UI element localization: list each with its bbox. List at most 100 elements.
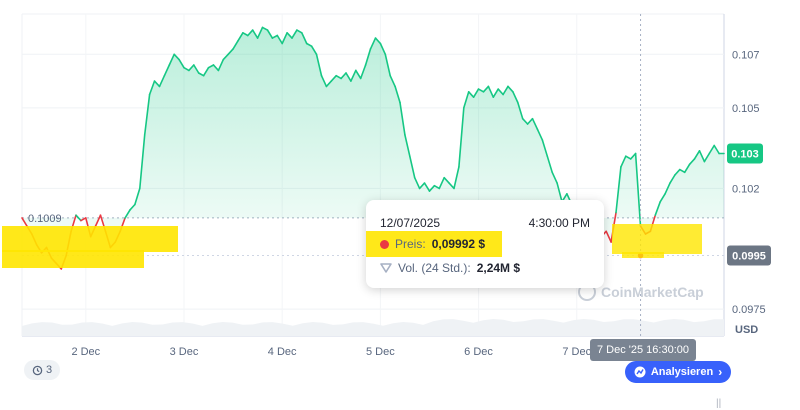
price-segment-down [94,214,102,227]
price-segment-up [148,80,156,96]
price-segment-up [217,58,225,72]
y-tick-label: 0.105 [732,103,760,115]
price-segment-up [629,152,637,160]
price-segment-up [129,203,136,211]
price-segment-up [448,182,455,190]
price-segment-up [330,74,338,82]
price-segment-up [418,182,426,190]
highlight-right-lower [622,252,664,258]
price-segment-up [497,88,504,96]
price-segment-up [615,166,622,214]
price-segment-up [678,168,686,174]
price-segment-up [556,182,563,203]
price-segment-up [291,29,298,39]
price-segment-up [300,31,308,45]
y-tick-label: 0.102 [732,183,760,195]
price-segment-up [467,91,475,98]
price-segment-up [526,117,534,125]
price-segment-up [75,214,82,222]
highlight-left [2,226,178,252]
history-button[interactable]: 3 [24,360,60,380]
tooltip-volume-value: 2,24M $ [476,261,521,275]
history-count: 3 [45,364,53,376]
price-segment-up [276,34,284,45]
price-segment-up [502,85,509,96]
price-segment-up [305,42,313,48]
x-tick-label: 5 Dec [366,346,395,358]
tooltip-volume-row: Vol. (24 Std.): 2,24M $ [380,261,520,275]
price-segment-up [674,168,681,176]
price-segment-up [703,152,711,163]
price-segment-up [669,174,676,184]
volume-shape [22,319,724,336]
price-segment-up [340,72,347,80]
price-segment-up [188,64,195,72]
price-segment-up [134,187,141,206]
price-segment-up [654,201,662,216]
highlight-right [612,224,702,254]
price-segment-up [624,155,632,160]
current-price-badge [727,143,763,164]
price-segment-up [389,74,396,88]
price-segment-up [153,80,161,88]
price-segment-up [512,91,519,104]
price-segment-up [202,66,210,77]
x-tick-label: 6 Dec [464,346,493,358]
analyze-button[interactable]: Analysieren › [625,361,731,383]
price-segment-up [688,158,696,166]
tooltip-price-row: Preis: 0,09992 $ [366,231,502,257]
price-segment-up [423,182,431,192]
price-segment-up [124,209,131,219]
price-dot-icon [380,239,389,249]
price-segment-up [487,85,495,98]
price-segment-up [227,48,234,56]
price-segment-up [492,88,500,98]
price-segment-up [251,29,259,39]
baseline-label: 0.1009 [28,213,62,225]
price-segment-up [183,66,190,72]
axes: 0.107 0.105 0.102 0.0975 2 Dec 3 Dec 4 Dec 5 De… [28,49,771,358]
price-segment-up [531,117,539,131]
price-segment-up [374,37,382,45]
price-segment-up [482,85,490,93]
price-segment-up [325,80,333,88]
price-segment-up [296,29,303,34]
price-segment-up [242,31,249,37]
analyze-icon [634,366,646,378]
price-segment-up [222,53,229,61]
volume-area [22,319,724,336]
scroll-handle-icon[interactable]: || [716,398,722,409]
price-tooltip: 12/07/2025 4:30:00 PM Preis: 0,09992 $ V… [366,200,604,288]
price-segment-up [286,31,293,39]
price-segment-up [266,29,274,39]
tooltip-price-value: 0,09992 $ [431,237,486,251]
price-segment-up [315,53,323,77]
price-segment-up [428,184,436,192]
price-segment-down [21,217,28,227]
price-segment-up [359,64,367,80]
price-segment-down [605,230,612,243]
hover-time-label: 7 Dec '25 16:30:00 [590,339,696,361]
price-segment-up [237,31,244,42]
price-segment-up [212,64,220,72]
x-tick-label: 4 Dec [268,346,297,358]
price-segment-up [693,150,701,160]
price-segment-up [197,72,205,77]
price-segment-up [320,74,328,88]
price-segment-up [413,176,421,190]
price-segment-up [453,166,460,190]
volume-icon [380,263,392,273]
price-segment-up [399,101,406,136]
price-segment-up [369,37,377,50]
price-segment-up [438,176,446,190]
tooltip-volume-label: Vol. (24 Std.): [398,261,471,275]
y-tick-label: 0.107 [732,49,760,61]
price-segment-up [345,72,352,82]
price-segment-up [158,74,166,88]
x-tick-label: 7 Dec [562,346,591,358]
tooltip-date: 12/07/2025 [380,216,441,230]
price-segment-up [634,152,642,227]
x-tick-label: 2 Dec [71,346,100,358]
analyze-label: Analysieren [650,366,714,378]
price-segment-up [232,39,239,50]
